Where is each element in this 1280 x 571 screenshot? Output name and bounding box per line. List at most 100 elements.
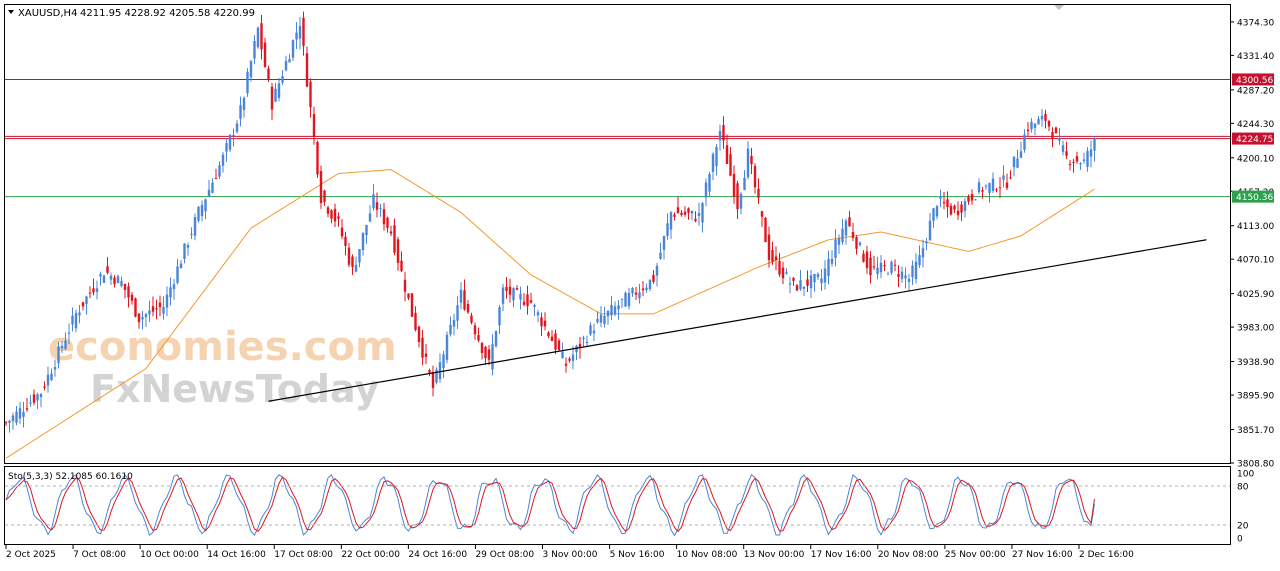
candle-body <box>442 354 445 369</box>
candle-body <box>526 294 529 307</box>
x-tick-label: 7 Oct 08:00 <box>73 550 126 560</box>
y-tick-label: 4244.30 <box>1237 120 1274 130</box>
x-tick-label: 3 Nov 00:00 <box>543 550 598 560</box>
candle-body <box>967 196 970 202</box>
candle-body <box>95 288 99 292</box>
candle-body <box>512 288 515 301</box>
candle-body <box>981 190 984 192</box>
candle-body <box>1030 121 1033 130</box>
candle-body <box>92 288 95 293</box>
x-tick-label: 25 Nov 00:00 <box>945 550 1006 560</box>
candle-body <box>67 332 71 334</box>
y-tick-label: 4113.00 <box>1237 222 1274 232</box>
candle-body <box>715 147 718 166</box>
candle-body <box>158 302 162 308</box>
candle-body <box>232 134 235 137</box>
candle-body <box>757 188 760 198</box>
candle-body <box>771 250 774 262</box>
candle-body <box>1005 182 1009 188</box>
candle-body <box>431 371 435 388</box>
candle-body <box>855 237 858 249</box>
candle-body <box>935 206 939 217</box>
candle-body <box>291 40 295 58</box>
candle-body <box>669 212 673 230</box>
candle-body <box>235 123 239 132</box>
candle-body <box>890 261 893 273</box>
collapse-triangle-icon[interactable] <box>8 10 14 14</box>
y-tick-label: 3895.90 <box>1237 392 1274 402</box>
candle-body <box>295 32 298 40</box>
candle-body <box>736 183 739 210</box>
candle-body <box>529 300 533 303</box>
candle-body <box>522 301 526 305</box>
candle-body <box>988 183 991 193</box>
candle-body <box>893 264 897 266</box>
candle-body <box>575 345 578 353</box>
candle-body <box>1061 145 1065 152</box>
candle-body <box>379 208 382 210</box>
candle-body <box>477 335 480 341</box>
candle-body <box>977 182 981 193</box>
x-tick-label: 20 Nov 08:00 <box>878 550 939 560</box>
candle-body <box>617 305 620 310</box>
candle-body <box>270 86 274 110</box>
candle-body <box>701 203 704 223</box>
candle-body <box>501 287 505 304</box>
watermark-fxnewstoday: FxNewsToday <box>90 367 379 411</box>
candle-body <box>694 218 697 221</box>
candle-body <box>900 271 904 279</box>
support-trendline[interactable] <box>268 239 1207 402</box>
candle-body <box>498 307 501 326</box>
candle-body <box>396 239 400 263</box>
candle-body <box>319 171 323 204</box>
candle-body <box>1051 131 1054 139</box>
candle-body <box>134 298 137 317</box>
candle-body <box>43 386 46 388</box>
candle-body <box>645 287 648 291</box>
candle-body <box>218 165 221 177</box>
candle-body <box>162 306 165 314</box>
candle-body <box>739 193 743 209</box>
candle-body <box>1019 151 1023 158</box>
candle-body <box>613 306 617 315</box>
candle-body <box>638 292 641 299</box>
candle-body <box>127 286 130 298</box>
price-label-box <box>1232 132 1274 145</box>
candle-body <box>680 212 683 216</box>
candle-body <box>911 265 914 278</box>
candle-body <box>547 332 550 337</box>
x-tick-label: 27 Nov 16:00 <box>1012 550 1073 560</box>
candle-body <box>1037 119 1040 125</box>
candle-body <box>109 275 113 280</box>
candle-body <box>827 258 830 276</box>
scroll-marker-icon[interactable] <box>1054 5 1064 10</box>
candle-body <box>995 189 998 191</box>
candle-body <box>298 26 302 39</box>
watermark: economies.com FxNewsToday <box>48 324 397 411</box>
trendline[interactable] <box>268 239 1207 402</box>
y-tick-label: 4374.30 <box>1237 18 1274 28</box>
candle-body <box>428 370 431 373</box>
x-tick-label: 10 Nov 08:00 <box>677 550 738 560</box>
candle-body <box>120 280 123 287</box>
candle-body <box>676 207 680 214</box>
candle-body <box>907 278 911 282</box>
candle-body <box>18 408 22 419</box>
candle-body <box>141 316 144 320</box>
candle-body <box>445 334 449 360</box>
candle-body <box>634 292 638 295</box>
x-tick-label: 17 Oct 08:00 <box>274 550 333 560</box>
candle-body <box>102 275 106 283</box>
candle-body <box>753 166 757 188</box>
candle-body <box>718 130 722 141</box>
candle-body <box>515 288 519 290</box>
candle-body <box>85 296 88 304</box>
candles <box>4 11 1096 433</box>
candle-body <box>1033 123 1037 129</box>
candle-body <box>823 268 827 283</box>
candle-body <box>1054 127 1058 134</box>
stochastic-label: Sto(5,3,3) 52.1085 60.1610 <box>8 472 133 482</box>
y-tick-label: 4025.90 <box>1237 290 1274 300</box>
